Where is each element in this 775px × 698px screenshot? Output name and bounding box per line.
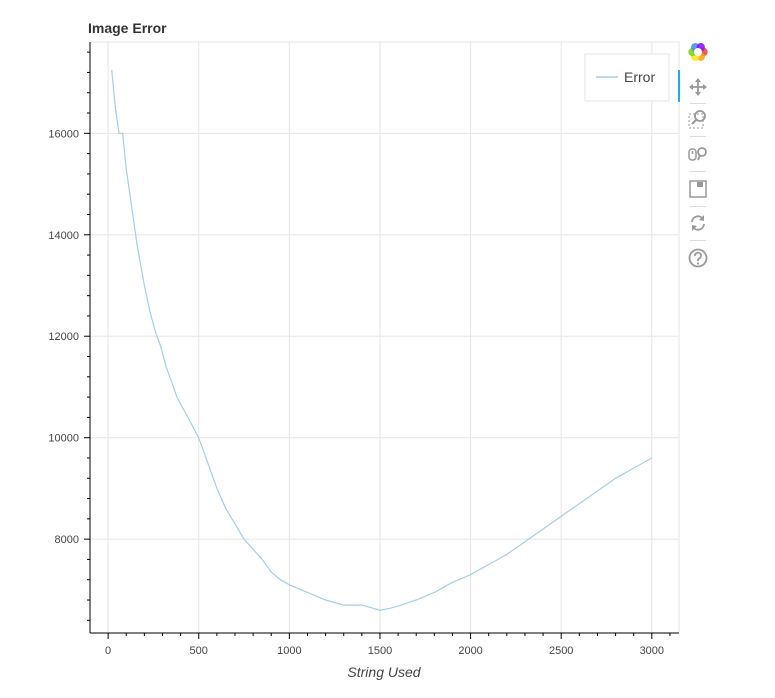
axes [89,42,679,634]
reset-icon[interactable] [686,211,710,235]
legend: Error [584,53,670,102]
x-tick-label: 500 [190,645,208,657]
chart-title: Image Error [88,20,167,36]
x-tick-label: 3000 [640,645,664,657]
help-icon[interactable] [686,246,710,270]
active-tool-indicator [678,70,680,102]
x-tick-label: 2500 [549,645,573,657]
y-tick-label: 16000 [48,128,79,140]
toolbar-separator [690,103,706,104]
y-ticks: 8000 10000 12000 14000 16000 [48,51,90,621]
x-tick-label: 2000 [458,645,482,657]
legend-label: Error [624,69,655,85]
pan-icon[interactable] [686,75,710,99]
x-tick-label: 0 [105,645,111,657]
toolbar [678,38,716,278]
x-tick-label: 1000 [277,645,301,657]
bokeh-logo-icon[interactable] [686,40,710,64]
toolbar-separator [690,171,706,172]
x-tick-label: 1500 [368,645,392,657]
box-zoom-icon[interactable] [686,107,710,131]
y-tick-label: 12000 [48,331,79,343]
x-axis-label: String Used [347,664,421,680]
save-icon[interactable] [686,177,710,201]
grid-lines [90,42,679,633]
series-line-error [111,69,653,611]
x-ticks: 0 500 1000 1500 2000 2500 3000 [105,633,671,657]
y-tick-label: 10000 [48,433,79,445]
y-tick-label: 14000 [48,230,79,242]
toolbar-separator [690,136,706,137]
toolbar-separator [690,240,706,241]
wheel-zoom-icon[interactable] [686,142,710,166]
toolbar-separator [690,206,706,207]
y-tick-label: 8000 [55,534,79,546]
plot-frame [89,41,680,634]
